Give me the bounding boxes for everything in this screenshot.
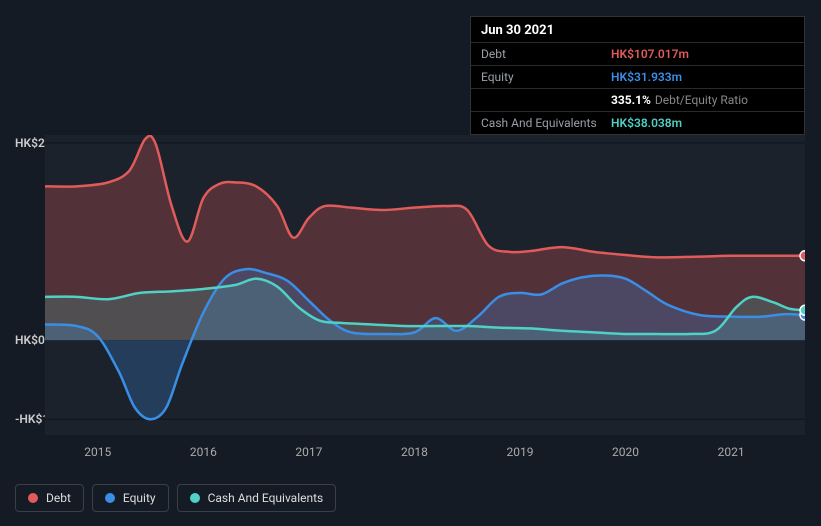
tooltip-row: Cash And EquivalentsHK$38.038m (471, 111, 804, 134)
legend-label: Debt (46, 491, 71, 505)
x-axis-label: 2015 (84, 445, 111, 459)
tooltip-row-value: HK$107.017m (611, 47, 689, 61)
legend-item[interactable]: Equity (92, 484, 169, 512)
tooltip-row-value: HK$38.038m (611, 116, 682, 130)
legend-item[interactable]: Debt (15, 484, 84, 512)
tooltip-row-label: Debt (481, 47, 611, 61)
chart-plot-area[interactable] (45, 135, 805, 435)
legend-dot-icon (28, 493, 38, 503)
x-axis-label: 2017 (295, 445, 322, 459)
legend-dot-icon (105, 493, 115, 503)
legend-item[interactable]: Cash And Equivalents (177, 484, 337, 512)
chart-legend: Debt Equity Cash And Equivalents (15, 484, 336, 512)
tooltip-ratio: 335.1%Debt/Equity Ratio (611, 93, 748, 107)
legend-label: Cash And Equivalents (208, 491, 324, 505)
tooltip-row: EquityHK$31.933m (471, 65, 804, 88)
x-axis-label: 2019 (507, 445, 534, 459)
tooltip-row-label (481, 93, 611, 107)
y-axis-label: HK$0 (15, 333, 45, 347)
tooltip-row: DebtHK$107.017m (471, 42, 804, 65)
x-axis-label: 2021 (718, 445, 745, 459)
tooltip-row: 335.1%Debt/Equity Ratio (471, 88, 804, 111)
x-axis-label: 2020 (612, 445, 639, 459)
x-axis-label: 2016 (190, 445, 217, 459)
tooltip-row-label: Equity (481, 70, 611, 84)
tooltip-row-label: Cash And Equivalents (481, 116, 611, 130)
chart-tooltip: Jun 30 2021 DebtHK$107.017mEquityHK$31.9… (470, 16, 805, 135)
tooltip-row-value: HK$31.933m (611, 70, 682, 84)
legend-label: Equity (123, 491, 156, 505)
legend-dot-icon (190, 493, 200, 503)
x-axis: 2015 2016 2017 2018 2019 2020 2021 (45, 445, 805, 465)
tooltip-date: Jun 30 2021 (471, 17, 804, 42)
x-axis-label: 2018 (401, 445, 428, 459)
